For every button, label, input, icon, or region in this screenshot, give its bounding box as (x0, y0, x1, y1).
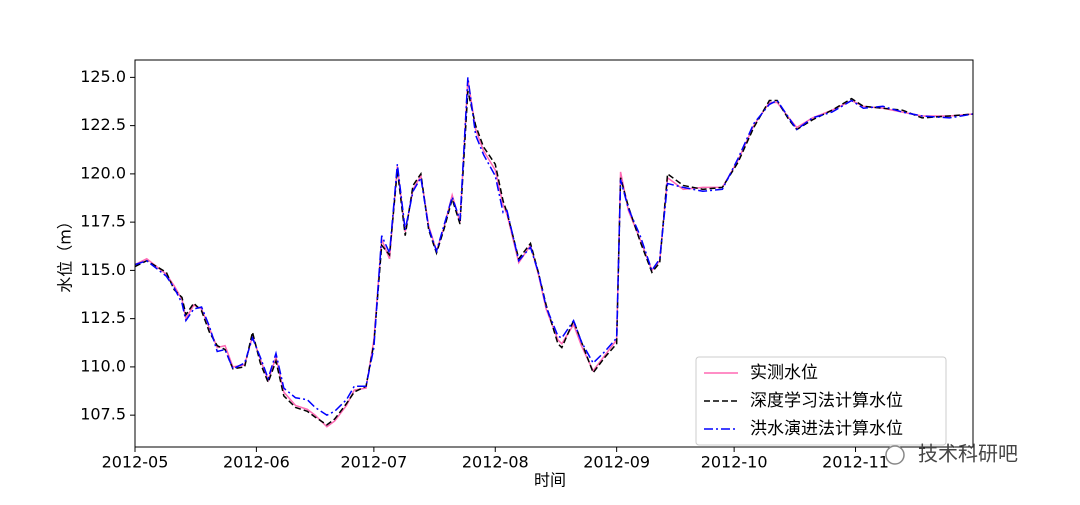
legend-label: 洪水演进法计算水位 (750, 419, 903, 439)
series-line (134, 77, 974, 417)
y-tick-label: 117.5 (80, 212, 126, 231)
x-tick-label: 2012-06 (223, 453, 290, 472)
y-tick-label: 107.5 (80, 405, 126, 424)
y-tick-label: 110.0 (80, 356, 126, 375)
y-tick-label: 120.0 (80, 163, 126, 182)
x-axis-label: 时间 (534, 471, 566, 490)
x-tick-label: 2012-05 (102, 453, 169, 472)
x-tick-label: 2012-09 (583, 453, 650, 472)
x-tick-label: 2012-08 (462, 453, 529, 472)
y-axis-label: 水位（m） (56, 213, 75, 293)
x-tick-label: 2012-11 (822, 453, 889, 472)
legend-label: 深度学习法计算水位 (750, 391, 903, 411)
y-tick-label: 115.0 (80, 260, 126, 279)
x-tick-label: 2012-10 (701, 453, 768, 472)
plot-area: 107.5 110.0 112.5 115.0 117.5 120.0 122.5 125.0… (80, 59, 974, 472)
series-line (134, 90, 974, 426)
y-tick-label: 122.5 (80, 115, 126, 134)
y-tick-label: 125.0 (80, 67, 126, 86)
x-tick-label: 2012-07 (340, 453, 407, 472)
watermark-text: 技术科研吧 (918, 442, 1018, 466)
y-tick-label: 112.5 (80, 308, 126, 327)
legend-box (695, 356, 947, 446)
legend-label: 实测水位 (750, 363, 818, 383)
plot-frame (134, 59, 974, 448)
watermark: 技术科研吧 (885, 442, 1018, 466)
watermark-icon (885, 445, 905, 465)
